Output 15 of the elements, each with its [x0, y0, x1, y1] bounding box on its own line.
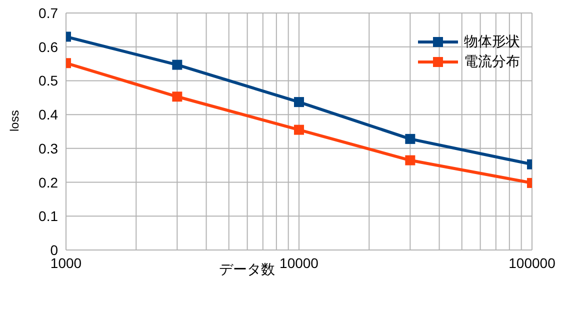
- y-tick-label: 0.2: [38, 174, 58, 190]
- point: [294, 124, 304, 135]
- y-tick-label: 0.7: [38, 4, 58, 21]
- legend-label: 物体形状: [464, 33, 520, 51]
- y-tick-label: 0.1: [38, 208, 58, 224]
- y-axis-title: loss: [7, 110, 22, 132]
- y-tick-label: 0.6: [38, 38, 58, 55]
- y-tick-label: 0.4: [38, 106, 58, 123]
- x-axis-title: データ数: [219, 261, 275, 277]
- y-tick-label: 0.5: [38, 72, 58, 89]
- x-tick-label: 10000: [280, 254, 319, 271]
- legend-label: 電流分布: [464, 53, 520, 71]
- x-tick-label: 100000: [508, 254, 556, 271]
- y-tick-label: 0.3: [38, 140, 58, 156]
- point: [294, 97, 304, 108]
